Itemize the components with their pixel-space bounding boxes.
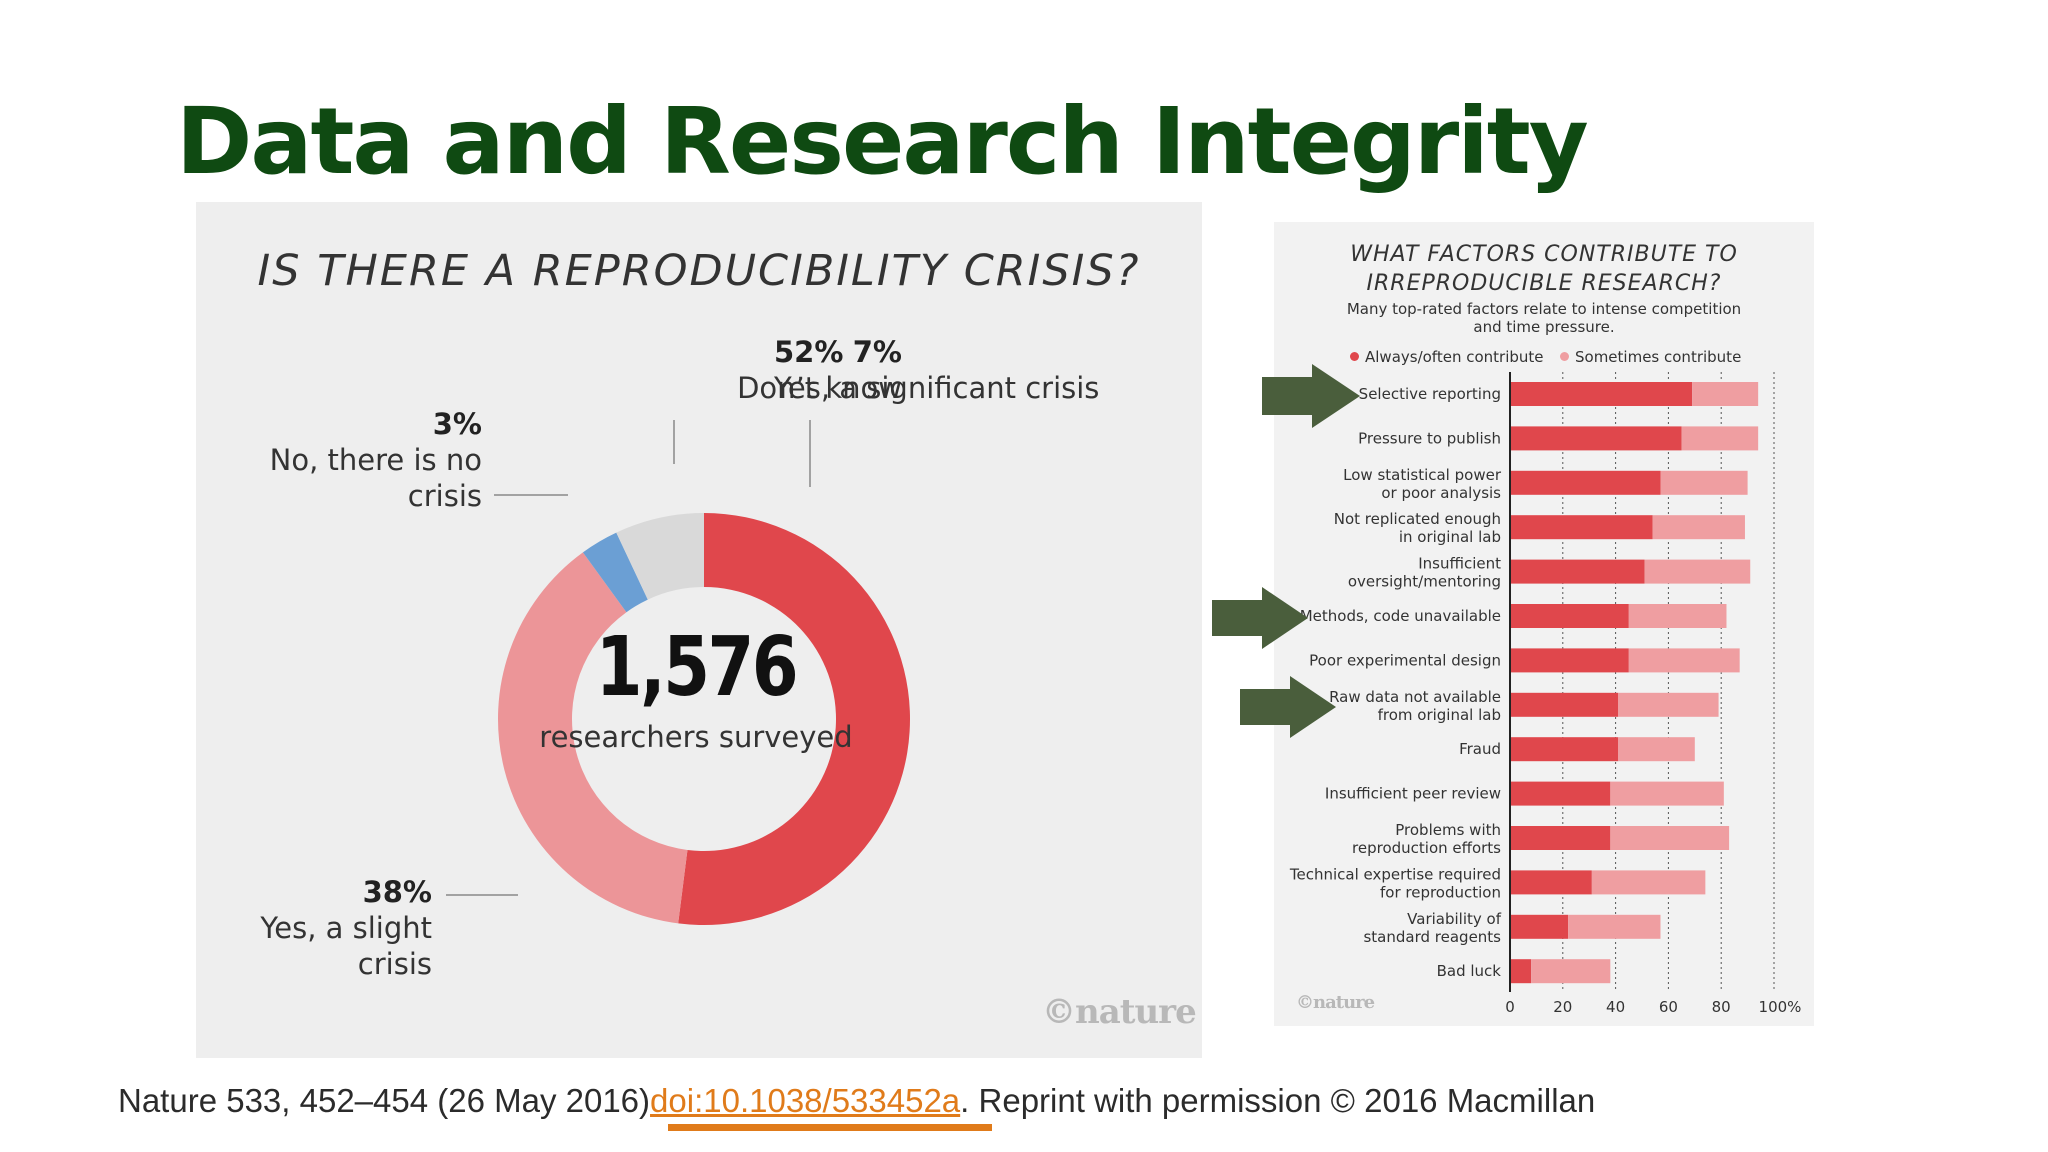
bar-always-13 <box>1510 959 1532 984</box>
bar-sometimes-6 <box>1628 648 1740 673</box>
slice-label-no-crisis: 3% No, there is no crisis <box>256 406 482 514</box>
legend-dot-always <box>1350 352 1359 361</box>
donut-chart-title: IS THERE A REPRODUCIBILITY CRISIS? <box>257 246 1141 296</box>
bar-always-6 <box>1510 648 1629 673</box>
category-label-8: Fraud <box>1459 740 1501 758</box>
bar-sometimes-7 <box>1618 692 1719 717</box>
x-tick-label-60: 60 <box>1659 998 1678 1016</box>
category-label-2: Low statistical power or poor analysis <box>1343 466 1502 502</box>
x-tick-label-100: 100% <box>1759 998 1802 1016</box>
legend-sometimes: Sometimes contribute <box>1560 348 1741 366</box>
bar-chart-title: WHAT FACTORS CONTRIBUTE TO IRREPRODUCIBL… <box>1350 242 1738 296</box>
nature-watermark: ©nature <box>1042 992 1197 1032</box>
bar-chart: Selective reporting Pressure to publish Lo… <box>1289 372 1802 1016</box>
bar-always-7 <box>1510 692 1619 717</box>
slice-label-significant: 52% Yes, a significant crisis <box>774 334 1099 406</box>
legend-label-always: Always/often contribute <box>1365 348 1544 366</box>
x-tick-label-40: 40 <box>1606 998 1625 1016</box>
bar-always-11 <box>1510 870 1592 895</box>
category-label-4: Insufficient oversight/mentoring <box>1348 555 1501 591</box>
nature-watermark-small: ©nature <box>1296 992 1375 1013</box>
category-label-6: Poor experimental design <box>1309 651 1501 669</box>
bar-sometimes-11 <box>1591 870 1706 895</box>
bar-chart-panel: WHAT FACTORS CONTRIBUTE TO IRREPRODUCIBL… <box>1274 222 1814 1026</box>
category-label-11: Technical expertise required for reproduc… <box>1289 865 1501 901</box>
bar-sometimes-8 <box>1618 737 1695 762</box>
slice-pct-slight: 38% <box>362 875 432 909</box>
slice-pct-significant: 52% <box>774 335 844 369</box>
slice-pct-dont-know: 7% <box>852 335 902 369</box>
bar-sometimes-3 <box>1652 515 1745 540</box>
bar-sometimes-0 <box>1692 382 1759 406</box>
slide-title: Data and Research Integrity <box>176 88 1589 195</box>
x-tick-label-80: 80 <box>1712 998 1731 1016</box>
category-label-7: Raw data not available from original lab <box>1329 688 1501 724</box>
slice-label-slight: 38% Yes, a slight crisis <box>226 874 432 982</box>
donut-slice-dont-know <box>616 513 704 600</box>
category-label-5: Methods, code unavailable <box>1300 607 1501 625</box>
x-tick-label-20: 20 <box>1553 998 1572 1016</box>
legend-label-sometimes: Sometimes contribute <box>1575 348 1742 366</box>
slice-text-slight: Yes, a slight crisis <box>260 911 432 981</box>
donut-chart-panel: IS THERE A REPRODUCIBILITY CRISIS? 52% Y… <box>196 202 1202 1058</box>
bar-sometimes-12 <box>1568 914 1661 939</box>
donut-slice-no-crisis <box>582 532 648 613</box>
legend-always: Always/often contribute <box>1350 348 1544 366</box>
bar-always-1 <box>1510 426 1682 451</box>
bar-sometimes-9 <box>1610 781 1724 806</box>
bar-sometimes-4 <box>1644 559 1751 584</box>
bar-always-3 <box>1510 515 1653 540</box>
donut-chart <box>446 420 910 925</box>
researchers-count: 1,576 <box>595 620 799 715</box>
bar-always-4 <box>1510 559 1645 584</box>
category-label-12: Variability of standard reagents <box>1363 910 1501 946</box>
researchers-label: researchers surveyed <box>539 720 853 754</box>
bar-chart-subtitle: Many top-rated factors relate to intense… <box>1346 300 1742 336</box>
category-label-1: Pressure to publish <box>1358 429 1501 447</box>
doi-underline <box>668 1124 992 1131</box>
citation: Nature 533, 452–454 (26 May 2016)doi:10.… <box>118 1082 1595 1120</box>
donut-slice-significant <box>678 513 910 925</box>
bar-always-0 <box>1510 382 1693 406</box>
doi-link[interactable]: doi:10.1038/533452a <box>650 1082 961 1119</box>
category-label-0: Selective reporting <box>1359 385 1501 403</box>
bar-sometimes-5 <box>1628 604 1727 628</box>
bar-always-10 <box>1510 826 1611 850</box>
x-tick-label-0: 0 <box>1505 998 1515 1016</box>
category-label-10: Problems with reproduction efforts <box>1352 821 1501 857</box>
category-label-9: Insufficient peer review <box>1325 785 1501 803</box>
bar-always-8 <box>1510 737 1619 762</box>
slice-text-significant: Yes, a significant crisis <box>774 371 1100 405</box>
category-label-13: Bad luck <box>1437 962 1502 980</box>
bar-sometimes-2 <box>1660 470 1748 495</box>
slice-text-dont-know: Don’t know <box>737 371 902 405</box>
donut-slice-slight <box>498 552 688 924</box>
citation-suffix: . Reprint with permission © 2016 Macmill… <box>960 1082 1596 1119</box>
slice-label-dont-know: 7% Don’t know <box>526 334 902 406</box>
category-label-3: Not replicated enough in original lab <box>1334 510 1501 546</box>
bar-sometimes-1 <box>1681 426 1759 451</box>
bar-sometimes-10 <box>1610 826 1730 850</box>
slice-pct-no-crisis: 3% <box>432 407 482 441</box>
bar-sometimes-13 <box>1531 959 1611 984</box>
bar-always-2 <box>1510 470 1661 495</box>
legend-dot-sometimes <box>1560 352 1569 361</box>
citation-prefix: Nature 533, 452–454 (26 May 2016) <box>118 1082 651 1119</box>
slice-text-no-crisis: No, there is no crisis <box>269 443 482 513</box>
bar-always-5 <box>1510 604 1629 628</box>
bar-always-12 <box>1510 914 1569 939</box>
bar-always-9 <box>1510 781 1611 806</box>
